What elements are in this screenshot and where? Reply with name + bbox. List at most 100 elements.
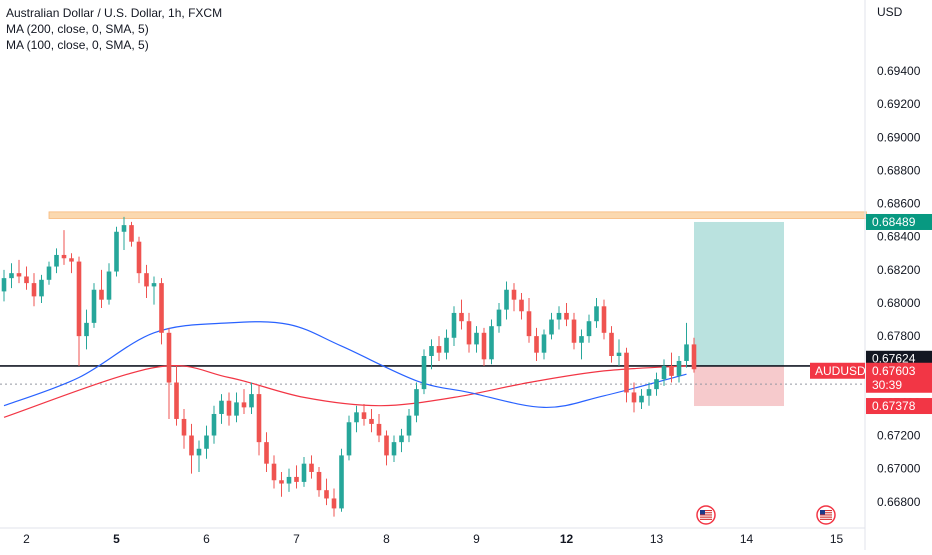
candle-body <box>564 312 569 320</box>
current-price-tag: 0.67624 <box>872 351 916 365</box>
candle <box>361 404 367 426</box>
candle <box>601 299 607 340</box>
ma200-legend[interactable]: MA (200, close, 0, SMA, 5) <box>6 22 149 36</box>
candle-body <box>579 336 584 343</box>
candle-body <box>99 289 104 300</box>
candle <box>219 394 224 424</box>
candle-body <box>511 289 517 300</box>
currency-label: USD <box>877 5 903 19</box>
candle-body <box>166 332 172 383</box>
candle <box>121 216 127 250</box>
ma200-line <box>3 365 687 418</box>
symbol-title[interactable]: Australian Dollar / U.S. Dollar, 1h, FXC… <box>6 6 223 20</box>
candle <box>451 306 457 347</box>
candle-body <box>429 346 434 356</box>
long-position-stop-zone <box>694 365 784 407</box>
candle-body <box>189 435 194 456</box>
candle <box>144 264 149 299</box>
candle-body <box>241 402 247 408</box>
candle <box>444 329 449 360</box>
candle <box>129 221 134 247</box>
candle <box>241 389 247 414</box>
candle-body <box>84 322 89 337</box>
price-tick-label: 0.68200 <box>877 263 921 277</box>
candle <box>511 283 517 312</box>
target-price-tag-bg <box>866 213 932 230</box>
candle-body <box>684 344 689 361</box>
price-tick-label: 0.68800 <box>877 163 921 177</box>
time-tick-label: 13 <box>650 532 664 546</box>
flag-canton <box>820 510 825 515</box>
candle <box>99 269 104 308</box>
candle <box>256 385 262 456</box>
price-tick-label: 0.69400 <box>877 64 921 78</box>
candle <box>459 299 464 330</box>
time-tick-label: 15 <box>830 532 844 546</box>
candle-body <box>226 400 232 416</box>
ma100-legend[interactable]: MA (100, close, 0, SMA, 5) <box>6 38 149 52</box>
candle <box>661 359 667 386</box>
candle <box>384 430 389 466</box>
reference-lines <box>0 365 865 385</box>
candle <box>226 392 232 426</box>
candle-body <box>159 283 164 333</box>
candle <box>684 322 689 368</box>
candle <box>639 389 644 410</box>
countdown-tag: 30:39 <box>872 378 902 392</box>
candle-body <box>639 395 644 403</box>
candle-body <box>451 312 457 338</box>
candle-body <box>399 435 404 443</box>
candle-body <box>661 365 667 380</box>
candle <box>571 312 577 350</box>
candle <box>691 337 697 373</box>
candle <box>339 448 344 512</box>
candle-body <box>616 352 622 356</box>
candle <box>301 457 307 487</box>
candle <box>526 298 532 343</box>
candle <box>421 349 427 395</box>
event-markers[interactable] <box>696 505 836 525</box>
drawings[interactable] <box>48 211 867 407</box>
candle-body <box>384 435 389 456</box>
candle-body <box>391 442 397 456</box>
candle-body <box>331 498 337 509</box>
price-tick-label: 0.68400 <box>877 230 921 244</box>
candle-body <box>144 273 149 287</box>
candle <box>556 306 562 330</box>
candle-body <box>474 332 479 345</box>
candle <box>39 274 44 303</box>
candle <box>579 329 584 360</box>
candle-body <box>69 258 74 262</box>
price-tick-label: 0.68600 <box>877 197 921 211</box>
candle <box>399 428 404 453</box>
chart-legend: Australian Dollar / U.S. Dollar, 1h, FXC… <box>6 5 222 53</box>
candle <box>331 488 337 517</box>
candle <box>534 327 539 361</box>
candle-body <box>361 412 367 419</box>
time-tick-label: 6 <box>203 532 210 546</box>
candle <box>174 365 179 426</box>
candle <box>91 283 97 328</box>
candle-body <box>609 332 614 356</box>
us-flag-event-icon[interactable] <box>816 505 836 525</box>
candle-body <box>414 389 419 416</box>
candles <box>1 216 697 517</box>
candle-body <box>646 389 652 396</box>
candle <box>159 278 164 345</box>
candle-body <box>339 455 344 509</box>
flag-stripe <box>820 510 832 512</box>
candle <box>234 392 239 423</box>
candle <box>136 236 142 284</box>
candle-body <box>481 332 487 360</box>
candle-body <box>211 413 217 436</box>
candle <box>9 263 14 289</box>
candle <box>414 382 419 423</box>
price-tick-label: 0.69000 <box>877 130 921 144</box>
candle-body <box>421 356 427 390</box>
candle-body <box>496 309 502 327</box>
candle-body <box>24 276 29 284</box>
candle-body <box>151 283 157 287</box>
us-flag-event-icon[interactable] <box>696 505 716 525</box>
